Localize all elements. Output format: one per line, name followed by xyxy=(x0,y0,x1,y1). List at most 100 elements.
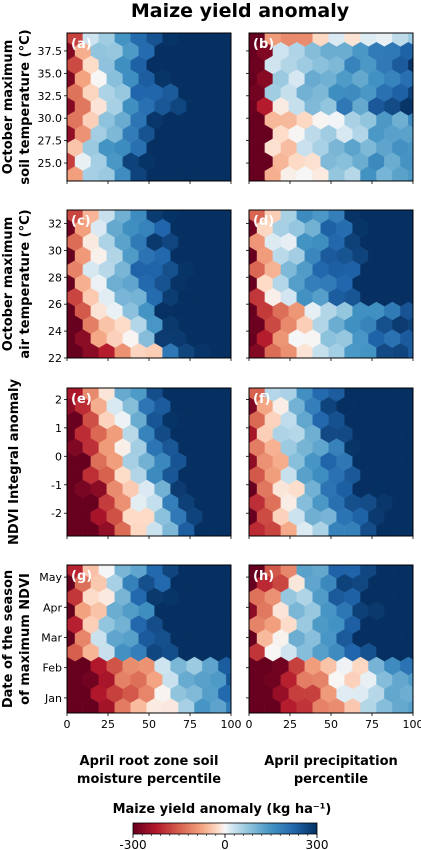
hex-cell xyxy=(407,33,409,34)
hex-cell xyxy=(234,480,250,498)
hex-cell xyxy=(162,565,164,566)
hex-cell xyxy=(310,356,315,358)
hex-cell xyxy=(249,388,250,389)
hex-cell xyxy=(224,534,229,536)
hex-cell xyxy=(225,547,241,565)
hex-cell xyxy=(263,534,267,536)
hex-cell xyxy=(326,534,331,536)
hex-cell xyxy=(98,388,100,389)
hex-cell xyxy=(160,356,165,358)
hex-cell xyxy=(97,356,101,358)
hex-cell xyxy=(225,180,241,198)
hex-cell xyxy=(326,356,331,358)
x-tick-label: 75 xyxy=(365,718,379,731)
hex-cell xyxy=(178,388,179,389)
hex-cell xyxy=(67,647,68,658)
hex-cell xyxy=(416,452,421,470)
hex-cell xyxy=(416,370,421,388)
x-axis-label: moisture percentile xyxy=(77,772,221,787)
y-axis-label: Date of the season xyxy=(1,570,16,708)
hex-cell xyxy=(194,388,195,389)
y-axis-label: NDVI Integral anomaly xyxy=(7,379,22,545)
hex-cell xyxy=(144,179,149,181)
hex-cell xyxy=(81,711,85,713)
y-tick-label: 27.5 xyxy=(38,135,63,148)
hex-cell xyxy=(249,33,250,43)
panel-tag: (a) xyxy=(71,37,92,52)
hex-cell xyxy=(249,115,250,126)
hex-cell xyxy=(144,356,149,358)
hex-cell xyxy=(360,210,361,211)
panel-f: (f) xyxy=(246,370,421,553)
hex-cell xyxy=(342,179,347,181)
hex-cell xyxy=(192,179,197,181)
hex-cell xyxy=(263,179,267,181)
y-tick-label: Mar xyxy=(41,631,62,644)
panel-e: (e) -2 -1 0 1 2 xyxy=(51,387,250,539)
hex-cell xyxy=(81,179,85,181)
hex-cell xyxy=(416,629,421,647)
hex-cell xyxy=(360,33,361,34)
x-tick-label: 100 xyxy=(221,718,242,731)
y-axis-label: October maximum xyxy=(1,217,16,351)
hex-cell xyxy=(234,153,250,171)
hex-cell xyxy=(344,565,346,566)
hex-cell xyxy=(249,565,250,566)
hex-cell xyxy=(416,357,421,375)
hex-cell xyxy=(416,535,421,553)
hex-cell xyxy=(160,711,165,713)
panel-tag: (b) xyxy=(253,37,274,52)
x-axis-label: April root zone soil xyxy=(80,754,219,769)
colorbar-gradient xyxy=(132,822,318,835)
hex-cell xyxy=(146,388,148,389)
hex-cell xyxy=(374,534,379,536)
hex-cell xyxy=(225,388,227,389)
hex-cell xyxy=(225,565,227,566)
hex-cell xyxy=(194,565,195,566)
hex-cell xyxy=(249,237,250,248)
hex-cell xyxy=(128,711,133,713)
hex-cell xyxy=(406,534,411,536)
hex-cell xyxy=(416,97,421,115)
panel-tag: (d) xyxy=(253,214,274,229)
hex-cell xyxy=(114,33,116,34)
hex-cells xyxy=(225,15,421,198)
hex-cell xyxy=(82,565,84,566)
hex-cell xyxy=(295,356,299,358)
hex-cell xyxy=(234,508,250,526)
hex-cell xyxy=(374,356,379,358)
hex-cell xyxy=(249,702,250,713)
hex-cell xyxy=(234,397,250,415)
hex-cell xyxy=(376,33,377,34)
hex-cells xyxy=(249,370,421,553)
hex-cell xyxy=(234,302,250,320)
hex-cell xyxy=(224,356,229,358)
hex-cell xyxy=(296,565,298,566)
y-tick-label: Apr xyxy=(43,601,63,614)
hex-cell xyxy=(113,179,117,181)
hex-cell xyxy=(416,425,421,443)
hex-cell xyxy=(234,180,250,198)
hex-cell xyxy=(113,534,117,536)
colorbar-tick-label: -300 xyxy=(119,838,146,850)
hex-cell xyxy=(249,264,250,275)
hex-cell xyxy=(208,534,213,536)
panel-tag: (f) xyxy=(253,392,271,407)
panel-tag: (g) xyxy=(71,569,92,584)
hex-cell xyxy=(328,210,330,211)
hex-cell xyxy=(358,179,363,181)
hex-cell xyxy=(194,210,195,211)
y-tick-label: Jan xyxy=(44,692,62,705)
hex-cell xyxy=(234,602,250,620)
hex-cell xyxy=(249,647,250,658)
hex-cell xyxy=(67,565,68,566)
panel-g: (g) Jan Feb Mar Apr May 0 25 50 75 100 xyxy=(39,564,250,731)
hex-cell xyxy=(176,179,181,181)
hex-cell xyxy=(43,192,59,210)
hex-cell xyxy=(416,274,421,292)
hex-cell xyxy=(416,15,421,33)
x-tick-label: 25 xyxy=(283,718,297,731)
hex-cell xyxy=(114,565,116,566)
y-tick-label: 22 xyxy=(48,352,62,365)
hex-cell xyxy=(209,565,211,566)
